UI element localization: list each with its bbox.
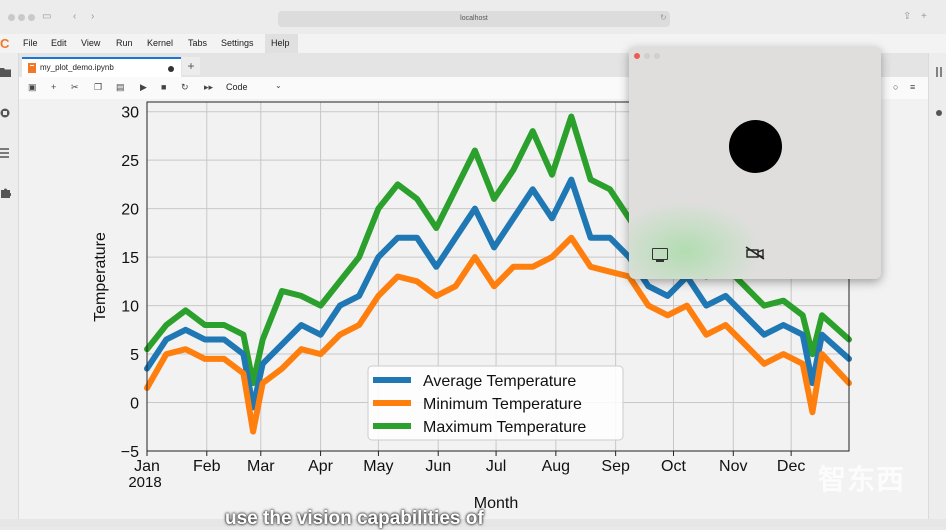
forward-icon[interactable]: › <box>91 11 95 22</box>
fast-forward-icon[interactable]: ▸▸ <box>204 82 214 92</box>
menu-file[interactable]: File <box>23 38 38 48</box>
series-line-maximum-temperature <box>144 113 852 387</box>
unsaved-dot-icon[interactable] <box>168 66 174 72</box>
recording-window <box>629 47 881 279</box>
screen-share-icon[interactable] <box>652 248 668 260</box>
menu-settings[interactable]: Settings <box>221 38 254 48</box>
video-caption: use the vision capabilities of <box>225 508 484 529</box>
menu-view[interactable]: View <box>81 38 101 48</box>
x-tick-label: Feb <box>193 458 221 475</box>
back-icon[interactable]: ‹ <box>73 11 77 22</box>
legend-box <box>367 365 624 441</box>
notebook-icon <box>28 63 36 73</box>
recorder-close-control[interactable] <box>634 53 640 59</box>
x-tick-label: Jul <box>486 458 506 475</box>
window-zoom-control[interactable] <box>28 14 35 21</box>
x-year-label: 2018 <box>128 474 161 491</box>
notebook-tab-label: my_plot_demo.ipynb <box>40 63 114 72</box>
kernel-status-icon: ○ <box>893 82 899 92</box>
add-tab-button[interactable]: + <box>182 57 200 75</box>
notebook-tab[interactable]: my_plot_demo.ipynb <box>22 57 181 77</box>
series-line-average-temperature <box>144 176 852 411</box>
puzzle-icon[interactable] <box>0 188 11 198</box>
browser-toolbar: ▭ ‹ › localhost ↻ ⇪ + <box>0 0 946 35</box>
chart-legend: Average Temperature Minimum Temperature Ma… <box>367 365 624 441</box>
y-tick-label: 15 <box>121 250 139 267</box>
property-inspector-icon[interactable] <box>935 67 943 77</box>
sidebar-toggle-icon[interactable]: ▭ <box>42 11 52 22</box>
restart-icon[interactable]: ↻ <box>181 82 189 92</box>
x-tick-label: Nov <box>719 458 747 475</box>
y-tick-label: 20 <box>121 202 139 219</box>
copy-icon[interactable]: ❐ <box>94 82 103 92</box>
x-tick-label: Mar <box>247 458 275 475</box>
x-tick-label: Apr <box>308 458 334 475</box>
series-line-minimum-temperature <box>144 234 852 435</box>
reload-icon[interactable]: ↻ <box>660 13 667 22</box>
jupyter-logo-icon: C <box>0 36 10 51</box>
x-tick-label: Jan <box>134 458 160 475</box>
y-tick-label: 25 <box>121 153 139 170</box>
right-sidebar <box>928 53 946 527</box>
record-icon[interactable] <box>729 120 782 173</box>
recorder-zoom-control[interactable] <box>654 53 660 59</box>
add-tab-icon[interactable]: + <box>921 11 927 22</box>
cut-icon[interactable]: ✂ <box>71 82 79 92</box>
x-tick-label: Dec <box>777 458 805 475</box>
legend-label: Minimum Temperature <box>423 396 582 413</box>
x-tick-label: Jun <box>425 458 451 475</box>
save-icon[interactable]: ▣ <box>28 82 37 92</box>
x-tick-label: Oct <box>661 458 686 475</box>
add-cell-icon[interactable]: + <box>51 82 57 92</box>
y-tick-label: 5 <box>130 347 139 364</box>
y-axis-label: Temperature <box>92 232 109 322</box>
menu-edit[interactable]: Edit <box>51 38 67 48</box>
legend-label: Average Temperature <box>423 373 576 390</box>
share-icon[interactable]: ⇪ <box>903 11 912 22</box>
folder-icon[interactable] <box>0 67 11 77</box>
window-glow <box>629 197 769 279</box>
x-tick-label: Aug <box>542 458 570 475</box>
y-tick-label: 0 <box>130 396 139 413</box>
legend-label: Maximum Temperature <box>423 419 586 436</box>
left-sidebar <box>0 53 19 527</box>
menu-run[interactable]: Run <box>116 38 133 48</box>
chevron-down-icon[interactable]: ⌄ <box>275 81 282 90</box>
menu-kernel[interactable]: Kernel <box>147 38 174 48</box>
url-text: localhost <box>460 15 488 22</box>
watermark-logo: 智东西 <box>818 464 906 495</box>
x-axis-label: Month <box>474 495 518 512</box>
address-bar[interactable]: localhost <box>278 11 670 27</box>
y-tick-label: 30 <box>121 105 139 122</box>
paste-icon[interactable]: ▤ <box>116 82 125 92</box>
list-icon[interactable] <box>0 148 11 158</box>
menu-help-highlight <box>265 34 298 53</box>
menu-icon[interactable]: ≡ <box>910 82 916 92</box>
interrupt-icon[interactable]: ■ <box>161 82 167 92</box>
cell-type-select[interactable]: Code <box>226 82 248 92</box>
status-bar <box>0 519 946 527</box>
x-tick-label: May <box>363 458 393 475</box>
x-tick-label: Sep <box>601 458 630 475</box>
stop-circle-icon[interactable] <box>0 108 11 118</box>
menu-tabs[interactable]: Tabs <box>188 38 208 48</box>
y-tick-label: 10 <box>121 299 139 316</box>
recorder-minimize-control[interactable] <box>644 53 650 59</box>
window-minimize-control[interactable] <box>18 14 25 21</box>
run-icon[interactable]: ▶ <box>140 82 147 92</box>
window-close-control[interactable] <box>8 14 15 21</box>
video-off-icon[interactable] <box>745 246 765 260</box>
screen-share-icon-base <box>656 260 664 262</box>
menu-help[interactable]: Help <box>271 38 290 48</box>
y-tick-label: −5 <box>121 444 139 461</box>
debugger-icon[interactable] <box>935 108 943 118</box>
